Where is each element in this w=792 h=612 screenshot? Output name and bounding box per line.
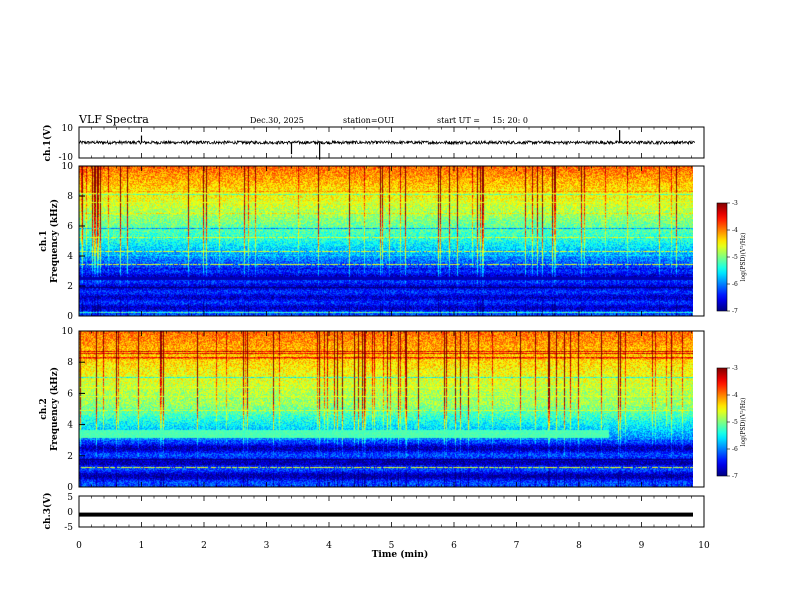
colorbar-tick-label: -6 <box>732 281 738 288</box>
ytick-label: 2 <box>67 452 73 462</box>
xtick-label: 1 <box>139 541 145 551</box>
ch3-ytick-mid: 0 <box>67 508 73 518</box>
ch3-ytick-bottom: -5 <box>64 523 73 533</box>
xtick-label: 4 <box>326 541 332 551</box>
xtick-label: 10 <box>698 541 710 551</box>
start-ut-label: start UT = <box>437 116 480 125</box>
colorbar-tick-label: -7 <box>732 308 738 315</box>
colorbar-tick-label: -3 <box>732 365 738 372</box>
ch2-spectrogram-panel: 0 2 4 6 8 10 ch.2 Frequency (kHz) -7 -6 -5 -4 -3 l… <box>39 327 747 493</box>
figure-title: VLF Spectra <box>78 113 149 126</box>
xtick-label: 3 <box>264 541 270 551</box>
ch1-waveform-line <box>78 139 695 146</box>
ytick-label: 10 <box>62 162 74 172</box>
ch2-spectrogram-ylabel-frequency: Frequency (kHz) <box>49 367 60 451</box>
ch2-colorbar: -7 -6 -5 -4 -3 log(PSD)(V²/Hz) <box>716 365 747 480</box>
ytick-label: 0 <box>67 483 73 493</box>
xtick-label: 9 <box>639 541 645 551</box>
ytick-label: 4 <box>67 252 73 262</box>
xtick-label: 0 <box>76 541 82 551</box>
colorbar-tick-label: -7 <box>732 473 738 480</box>
ch1-waveform-trace <box>78 130 695 160</box>
colorbar-tick-label: -5 <box>732 254 738 261</box>
ch1-colorbar: -7 -6 -5 -4 -3 log(PSD)(V²/Hz) <box>716 200 747 315</box>
ch1-ytick-bottom: -10 <box>59 153 74 163</box>
ytick-label: 6 <box>67 389 73 399</box>
ch1-spectrogram-yticks: 0 2 4 6 8 10 <box>62 162 85 322</box>
ch1-spectrogram-ylabel-channel: ch.1 <box>39 230 49 251</box>
ytick-label: 2 <box>67 282 73 292</box>
ch3-waveform-ylabel: ch.3(V) <box>42 493 53 530</box>
ytick-label: 6 <box>67 222 73 232</box>
colorbar-tick-label: -3 <box>732 200 738 207</box>
ch3-waveform-trace <box>79 512 693 517</box>
ch3-ytick-top: 5 <box>67 493 73 503</box>
date-label: Dec.30, 2025 <box>250 116 304 125</box>
xtick-label: 2 <box>201 541 207 551</box>
ytick-label: 0 <box>67 312 73 322</box>
ch1-spectrogram-panel: 0 2 4 6 8 10 ch.1 Frequency (kHz) -7 -6 -5 -4 -3 l… <box>39 162 747 322</box>
colorbar-scale <box>716 202 728 312</box>
start-ut-time: 15: 20: 0 <box>492 116 528 125</box>
colorbar-tick-label: -4 <box>732 392 738 399</box>
xtick-label: 8 <box>576 541 582 551</box>
colorbar-tick-label: -6 <box>732 446 738 453</box>
colorbar-tick-label: -4 <box>732 227 738 234</box>
ytick-label: 4 <box>67 421 73 431</box>
ytick-label: 8 <box>67 192 73 202</box>
ch1-spectrogram-ylabel-frequency: Frequency (kHz) <box>49 199 60 283</box>
xtick-label: 6 <box>451 541 457 551</box>
ytick-label: 8 <box>67 358 73 368</box>
xtick-label: 5 <box>389 541 395 551</box>
ch1-spectrogram-image <box>79 166 693 316</box>
ch1-waveform-ylabel: ch.1(V) <box>42 125 53 162</box>
ch2-spectrogram-ylabel-channel: ch.2 <box>39 398 49 419</box>
station-label: station=OUI <box>343 116 394 125</box>
colorbar-label: log(PSD)(V²/Hz) <box>740 233 747 282</box>
ch2-spectrogram-yticks: 0 2 4 6 8 10 <box>62 327 85 493</box>
time-axis-label: Time (min) <box>372 549 429 560</box>
ch1-ytick-top: 10 <box>62 124 74 134</box>
xtick-label: 7 <box>514 541 520 551</box>
colorbar-tick-label: -5 <box>732 419 738 426</box>
colorbar-scale <box>716 367 728 477</box>
colorbar-label: log(PSD)(V²/Hz) <box>740 398 747 447</box>
ch2-spectrogram-image <box>79 331 693 487</box>
time-axis-ticks: 0 1 2 3 4 5 6 7 8 9 10 <box>76 127 710 551</box>
ytick-label: 10 <box>62 327 74 337</box>
